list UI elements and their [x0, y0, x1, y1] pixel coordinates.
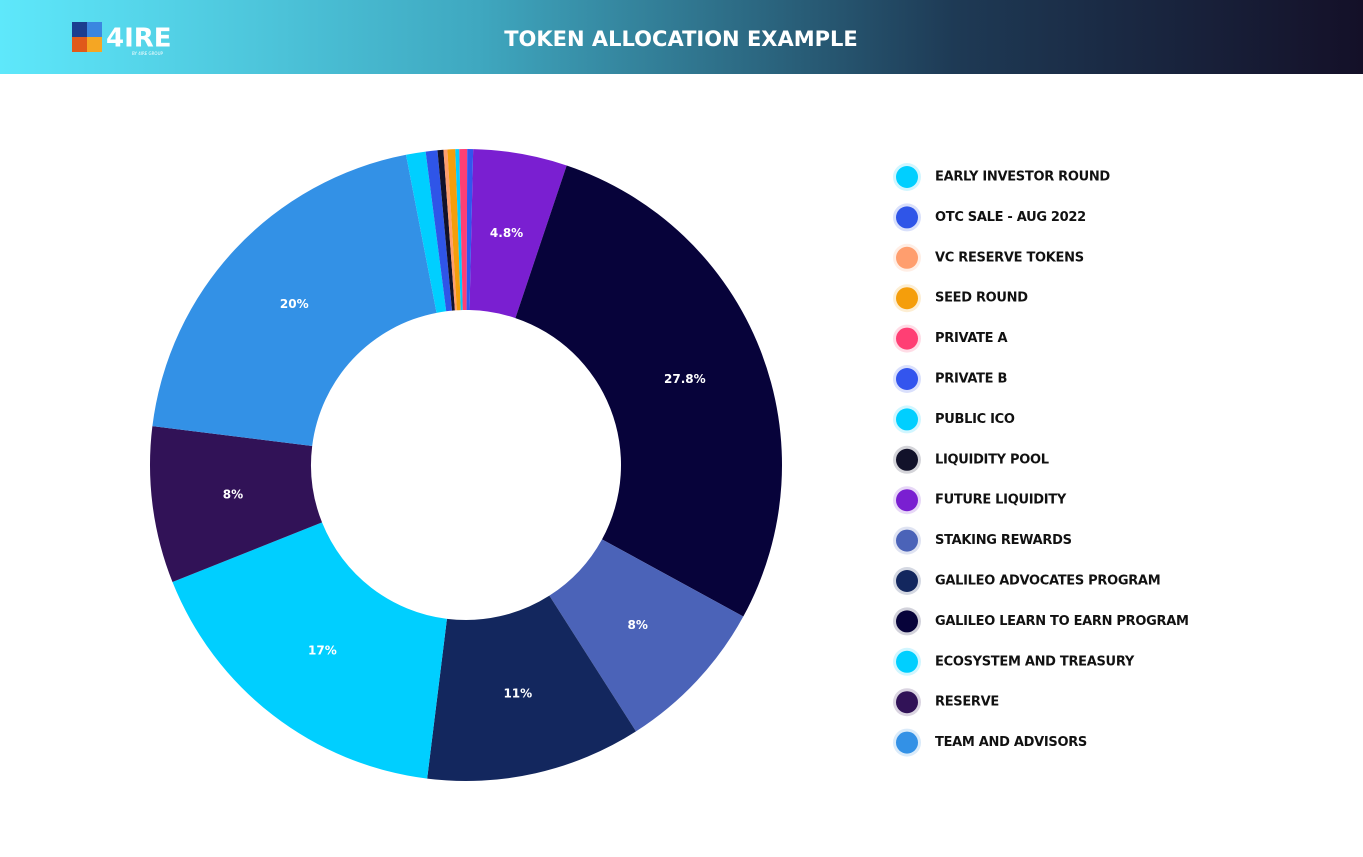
- logo: 4IRE BY 4IRE GROUP: [72, 22, 172, 56]
- legend-label: GALILEO LEARN TO EARN PROGRAM: [935, 614, 1189, 629]
- legend-swatch: [896, 570, 918, 592]
- slice: [443, 149, 457, 311]
- legend-label: SEED ROUND: [935, 291, 1028, 306]
- slice: [459, 149, 468, 311]
- legend-label: OTC SALE - AUG 2022: [935, 210, 1086, 225]
- legend-swatch: [896, 448, 918, 471]
- legend-label: LIQUIDITY POOL: [935, 452, 1049, 467]
- slice: [549, 539, 744, 732]
- slice: [466, 149, 474, 311]
- legend-swatch: [896, 691, 918, 714]
- value-label: 4.8%: [490, 226, 523, 240]
- legend-label: FUTURE LIQUIDITY: [935, 493, 1067, 508]
- legend-label: PUBLIC ICO: [935, 412, 1015, 427]
- legend-swatch: [896, 166, 918, 188]
- legend-swatch: [896, 650, 918, 673]
- legend-swatch: [896, 368, 918, 390]
- legend-swatch: [896, 327, 918, 350]
- legend-swatch: [896, 246, 918, 269]
- slice: [515, 165, 782, 617]
- value-label: 20%: [280, 297, 309, 311]
- value-label: 8%: [223, 488, 243, 502]
- slice: [447, 149, 461, 311]
- legend-label: STAKING REWARDS: [935, 533, 1072, 548]
- legend-swatch: [896, 408, 918, 431]
- slice: [469, 149, 567, 319]
- value-label: 11%: [503, 687, 532, 701]
- value-label: 27.8%: [664, 372, 706, 386]
- legend-label: TEAM AND ADVISORS: [935, 735, 1087, 750]
- legend-label: VC RESERVE TOKENS: [935, 250, 1084, 265]
- legend-label: EARLY INVESTOR ROUND: [935, 170, 1110, 185]
- legend-swatch: [896, 610, 918, 633]
- slice: [406, 151, 447, 313]
- slice: [437, 149, 455, 311]
- value-label: 17%: [308, 644, 337, 658]
- slice: [149, 426, 323, 583]
- slice: [152, 154, 437, 446]
- legend-label: RESERVE: [935, 695, 999, 710]
- slice: [427, 595, 636, 781]
- legend-swatch: [896, 731, 918, 754]
- legend-swatch: [896, 529, 918, 552]
- legend-label: GALILEO ADVOCATES PROGRAM: [935, 574, 1160, 589]
- brand-tagline: BY 4IRE GROUP: [132, 51, 163, 56]
- header-bar: [0, 0, 1363, 74]
- legend-label: PRIVATE A: [935, 331, 1007, 346]
- chart-title: TOKEN ALLOCATION EXAMPLE: [504, 27, 858, 51]
- legend-label: PRIVATE B: [935, 372, 1007, 387]
- brand-name: 4IRE: [106, 24, 172, 54]
- value-label: 8%: [628, 618, 648, 632]
- slice: [172, 522, 447, 779]
- legend-swatch: [896, 287, 918, 310]
- slice: [455, 149, 463, 311]
- slice: [425, 150, 453, 312]
- legend-label: ECOSYSTEM AND TREASURY: [935, 654, 1135, 669]
- legend-swatch: [896, 489, 918, 512]
- legend-swatch: [896, 206, 918, 229]
